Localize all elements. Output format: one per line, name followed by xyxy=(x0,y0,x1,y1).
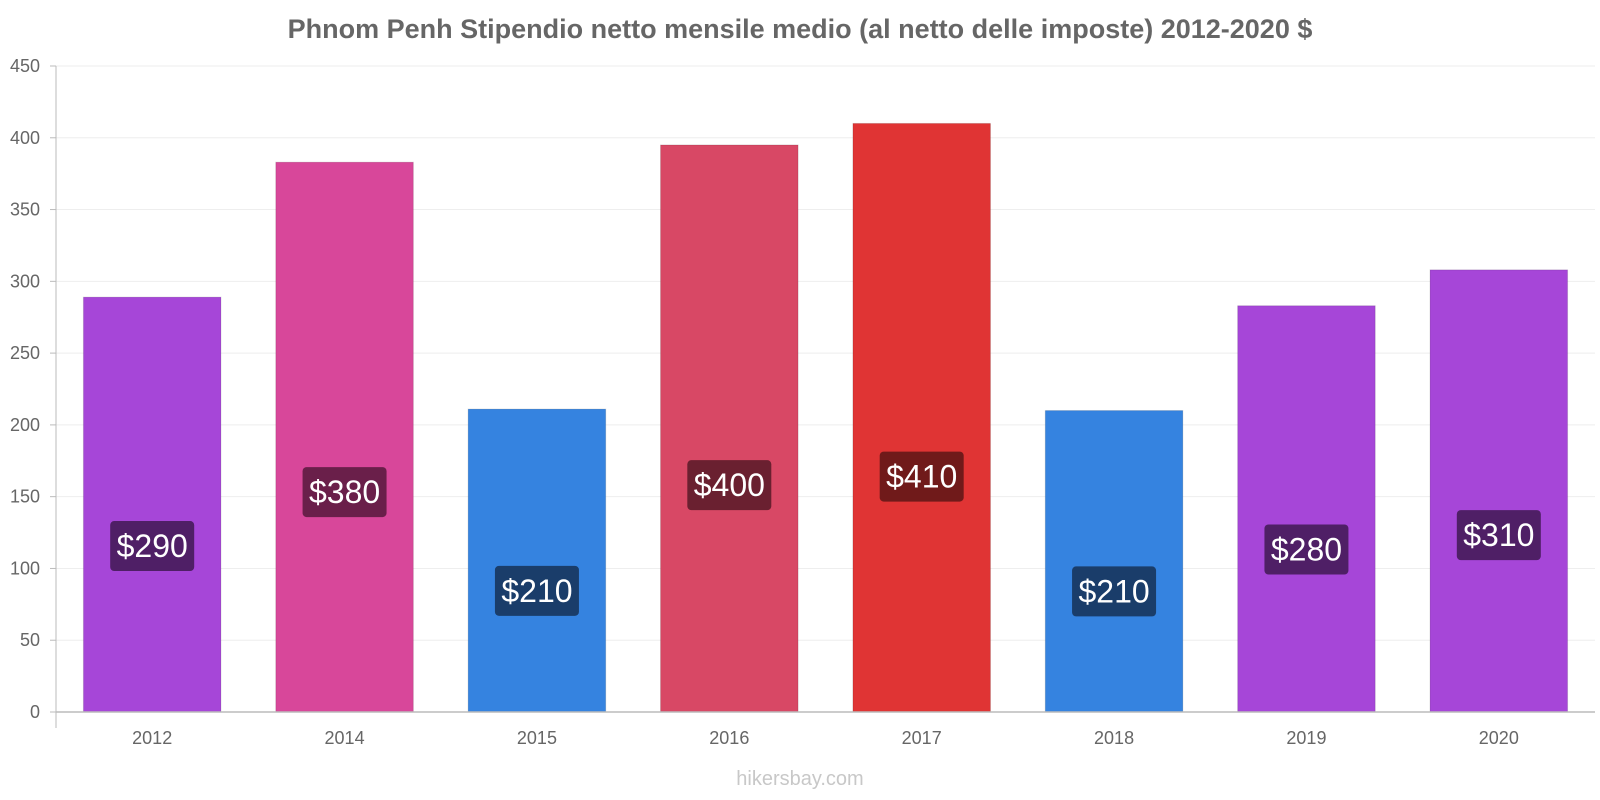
x-tick-label: 2017 xyxy=(902,728,942,748)
data-label-badge xyxy=(110,521,195,572)
bar xyxy=(467,408,607,713)
bar xyxy=(1237,305,1376,713)
bar xyxy=(275,161,414,713)
data-label-badge xyxy=(879,451,964,502)
y-tick-label: 350 xyxy=(10,200,40,220)
y-tick-label: 400 xyxy=(10,128,40,148)
y-tick-label: 50 xyxy=(20,630,40,650)
bar xyxy=(1044,410,1184,713)
data-label: $410 xyxy=(886,459,957,495)
x-tick-label: 2015 xyxy=(517,728,557,748)
y-tick-label: 150 xyxy=(10,487,40,507)
y-tick-label: 100 xyxy=(10,558,40,578)
x-tick-label: 2020 xyxy=(1479,728,1519,748)
x-tick-label: 2012 xyxy=(132,728,172,748)
x-tick-label: 2018 xyxy=(1094,728,1134,748)
bar xyxy=(852,122,991,713)
x-tick-label: 2016 xyxy=(709,728,749,748)
data-label-badge xyxy=(302,467,387,518)
y-tick-label: 0 xyxy=(30,702,40,722)
y-tick-label: 250 xyxy=(10,343,40,363)
data-label-badge xyxy=(494,565,579,616)
axes: 0 50 100 150 200 250 300 350 400 450 2012 2014 2015 2… xyxy=(10,56,1595,748)
bars xyxy=(82,122,1569,713)
data-label: $310 xyxy=(1463,517,1534,553)
bar xyxy=(660,144,799,713)
y-tick-label: 450 xyxy=(10,56,40,76)
bar xyxy=(82,296,222,713)
data-label-badge xyxy=(1264,524,1349,575)
y-tick-label: 200 xyxy=(10,415,40,435)
y-tick-label: 300 xyxy=(10,271,40,291)
data-label: $210 xyxy=(501,573,572,609)
x-tick-label: 2014 xyxy=(325,728,365,748)
data-label: $400 xyxy=(694,467,765,503)
chart-title: Phnom Penh Stipendio netto mensile medio… xyxy=(287,14,1313,44)
watermark: hikersbay.com xyxy=(736,768,864,790)
data-label-badge xyxy=(1072,566,1157,617)
x-tick-label: 2019 xyxy=(1286,728,1326,748)
data-label-badge xyxy=(687,460,772,511)
data-label-badge xyxy=(1456,510,1541,561)
data-label: $380 xyxy=(309,474,380,510)
data-label: $280 xyxy=(1271,531,1342,567)
data-label: $210 xyxy=(1078,573,1149,609)
bar xyxy=(1429,269,1569,713)
data-labels: $290 $380 $210 $400 $410 $210 $280 $310 xyxy=(110,451,1541,617)
data-label: $290 xyxy=(117,528,188,564)
